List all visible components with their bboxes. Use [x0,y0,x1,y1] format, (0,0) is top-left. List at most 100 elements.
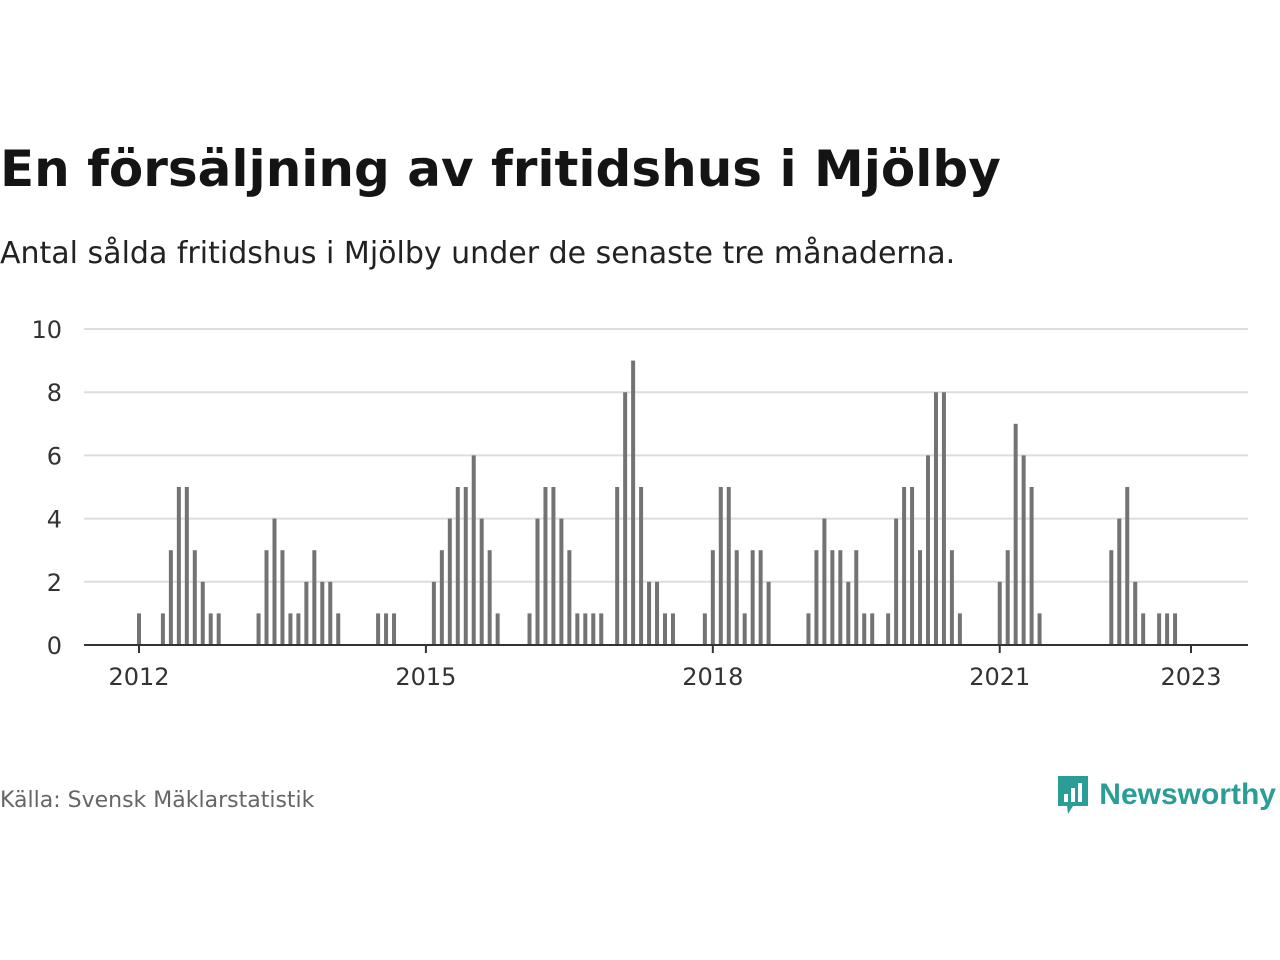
bar [894,518,899,645]
bar [1157,613,1162,645]
y-tick-label: 4 [47,506,62,534]
bar [471,455,476,645]
bar [918,550,923,645]
bar [902,487,907,645]
bar [870,613,875,645]
annotations: 1 [1183,300,1198,306]
x-tick-label: 2012 [108,663,169,691]
bar [160,613,165,645]
bar [527,613,532,645]
bar [1021,455,1026,645]
bar [384,613,389,645]
bar [670,613,675,645]
x-tick-label: 2018 [682,663,743,691]
bar [328,581,333,645]
bar [376,613,381,645]
bar-chart: 0 2 4 6 8 10 2012 2015 2018 2021 2023 1 [31,300,1248,691]
bar [838,550,843,645]
bar [830,550,835,645]
brand-name: Newsworthy [1099,778,1276,811]
newsworthy-logo-icon [1058,776,1089,814]
bar [583,613,588,645]
bar [320,581,325,645]
bar [1117,518,1122,645]
bar [941,392,946,645]
x-tick-label: 2023 [1160,663,1221,691]
x-tick-label: 2015 [395,663,456,691]
bar [296,613,301,645]
bar [280,550,285,645]
bar [192,550,197,645]
bar [1141,613,1146,645]
bar [862,613,867,645]
bar [766,581,771,645]
y-tick-label: 2 [47,569,62,597]
bar [742,613,747,645]
bar [455,487,460,645]
bar [591,613,596,645]
bar [663,613,667,645]
bar [463,487,468,645]
bar [734,550,739,645]
bar [312,550,317,645]
bar [176,487,181,645]
chart-title: En försäljning av fritidshus i Mjölby [0,140,1001,198]
bar [1037,613,1042,645]
bar [200,581,205,645]
bar [439,550,444,645]
bar [886,613,891,645]
bar [1165,613,1170,645]
bar [933,392,938,645]
bar [168,550,173,645]
bar [615,487,620,645]
bar [926,455,930,645]
bar [447,518,452,645]
bar [726,487,731,645]
value-label: 1 [1183,300,1198,306]
bar [495,613,500,645]
y-axis-ticks: 0 2 4 6 8 10 [31,316,62,660]
y-tick-label: 6 [47,442,62,470]
bar [264,550,269,645]
bar [710,550,715,645]
bar [599,613,604,645]
bar [137,613,141,645]
bar [559,518,564,645]
bar [949,550,954,645]
bar [854,550,859,645]
bar [535,518,540,645]
bar [479,518,484,645]
x-axis: 2012 2015 2018 2021 2023 [84,644,1248,691]
bar [272,518,277,645]
bar [655,581,660,645]
bar [1005,550,1010,645]
source-note: Källa: Svensk Mäklarstatistik [0,788,315,813]
bar [567,550,572,645]
bar [957,613,962,645]
y-tick-label: 10 [31,316,62,344]
bar [256,613,261,645]
bar [702,613,707,645]
bar [1013,423,1018,645]
bar [184,487,189,645]
bar [487,550,492,645]
bar [1109,550,1114,645]
y-tick-label: 0 [47,632,62,660]
bar [551,487,556,645]
bar [822,518,827,645]
y-tick-label: 8 [47,379,62,407]
bar [575,613,580,645]
bar [392,613,397,645]
bar [208,613,213,645]
bar [304,581,309,645]
bar [639,487,644,645]
bar [336,613,341,645]
bar [758,550,763,645]
bar [623,392,628,645]
bar [846,581,851,645]
bar [814,550,819,645]
brand-logo: Newsworthy [1055,772,1276,818]
bar [1133,581,1138,645]
chart-subtitle: Antal sålda fritidshus i Mjölby under de… [0,236,956,271]
bar [806,613,811,645]
